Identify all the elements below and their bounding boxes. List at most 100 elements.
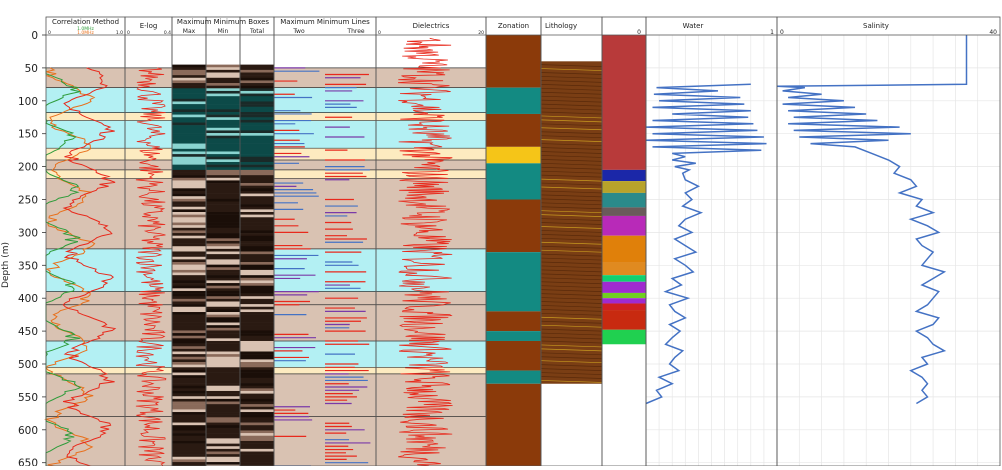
box-cell-boxMax [172,254,206,258]
lithology-texture-line [540,309,603,312]
box-cell-boxMax [172,330,206,334]
box-cell-boxTot [240,188,274,192]
facies-interval-t0-6 [46,169,125,179]
box-cell-boxTot [240,214,274,218]
box-cell-boxTot [240,259,274,263]
box-cell-boxMax [172,443,206,447]
box-cell-boxMin [206,419,240,423]
box-cell-boxTot [240,164,274,168]
box-cell-boxMin [206,372,240,376]
box-cell-boxTot [240,227,274,231]
box-cell-boxMax [172,298,206,302]
lithology-strip-10 [602,292,646,299]
box-cell-boxMax [172,151,206,155]
box-cell-boxMax [172,159,206,163]
box-cell-boxMax [172,193,206,197]
box-cell-boxTot [240,262,274,265]
box-cell-boxMax [172,390,206,394]
lithology-strip-1 [602,169,646,182]
box-cell-boxMin [206,146,240,150]
box-cell-boxMax [172,454,206,458]
lithology-texture-line [540,360,603,364]
box-cell-boxTot [240,201,274,205]
box-cell-boxMax [172,322,206,326]
facies-interval-t0-12 [46,367,125,374]
box-cell-boxMin [206,111,240,115]
box-cell-boxTot [240,275,274,279]
box-cell-boxMin [206,190,240,194]
facies-interval-t0-7 [46,178,125,249]
lithology-texture-line [540,186,603,190]
box-cell-boxMax [172,169,206,173]
facies-interval-t2-2 [274,112,376,121]
box-cell-boxMin [206,156,240,160]
box-cell-boxMin [206,219,240,223]
box-cell-boxMin [206,248,240,252]
box-cell-boxMin [206,183,240,186]
box-cell-boxMax [172,75,206,79]
box-cell-boxMin [206,296,240,300]
box-cell-boxMax [172,388,206,392]
box-cell-boxMax [172,433,206,437]
facies-interval-t0-5 [46,160,125,170]
box-cell-boxTot [240,354,274,358]
box-cell-boxMin [206,206,240,210]
box-cell-boxTot [240,64,274,68]
box-cell-boxMin [206,375,240,379]
zonation-interval-8 [486,331,541,341]
lithology-texture-line [540,312,603,316]
lithology-texture-line [540,297,603,300]
box-cell-boxMin [206,283,240,286]
lithology-texture-line [540,174,603,178]
box-cell-boxMin [206,233,240,236]
dielectrics-curve [397,37,453,469]
lithology-texture-line [540,265,603,269]
box-cell-boxMin [206,309,240,313]
lithology-texture-line [540,80,603,83]
box-cell-boxMax [172,293,206,297]
box-cell-boxTot [240,309,274,313]
box-cell-boxMin [206,412,240,415]
box-cell-boxMin [206,77,240,81]
zonation-interval-3 [486,146,541,164]
box-cell-boxMin [206,451,240,455]
box-cell-boxTot [240,435,274,439]
box-cell-boxTot [240,69,274,73]
box-cell-boxTot [240,217,274,221]
box-cell-boxMin [206,264,240,268]
box-cell-boxMin [206,209,240,213]
box-cell-boxMax [172,127,206,131]
box-cell-boxMax [172,204,206,208]
box-cell-boxTot [240,111,274,115]
box-cell-boxMin [206,288,240,292]
box-cell-boxMin [206,222,240,226]
box-cell-boxTot [240,267,274,271]
zonation-interval-11 [486,383,541,470]
box-cell-boxTot [240,272,274,276]
box-cell-boxTot [240,417,274,421]
box-cell-boxMin [206,317,240,321]
box-cell-boxMax [172,267,206,271]
box-cell-boxMax [172,217,206,221]
box-cell-boxMax [172,283,206,286]
box-cell-boxTot [240,77,274,81]
box-cell-boxMax [172,140,206,144]
box-cell-boxTot [240,333,274,337]
box-cell-boxMax [172,80,206,84]
box-cell-boxTot [240,240,274,244]
header-boxes-sub-0: Max [183,28,196,35]
box-cell-boxMin [206,272,240,276]
box-cell-boxMax [172,427,206,431]
box-cell-boxTot [240,248,274,252]
header-lines-sub-1: Three [346,28,364,35]
header-lines: Maximum Minimum Lines [280,18,370,26]
box-cell-boxMax [172,417,206,421]
box-cell-boxMax [172,409,206,413]
box-cell-boxMin [206,417,240,421]
lithology-strip-4 [602,207,646,216]
box-cell-boxMax [172,222,206,226]
box-cell-boxMax [172,85,206,89]
zonation-interval-10 [486,370,541,384]
box-cell-boxMin [206,161,240,165]
header-dielectrics-max: 20 [478,30,484,36]
